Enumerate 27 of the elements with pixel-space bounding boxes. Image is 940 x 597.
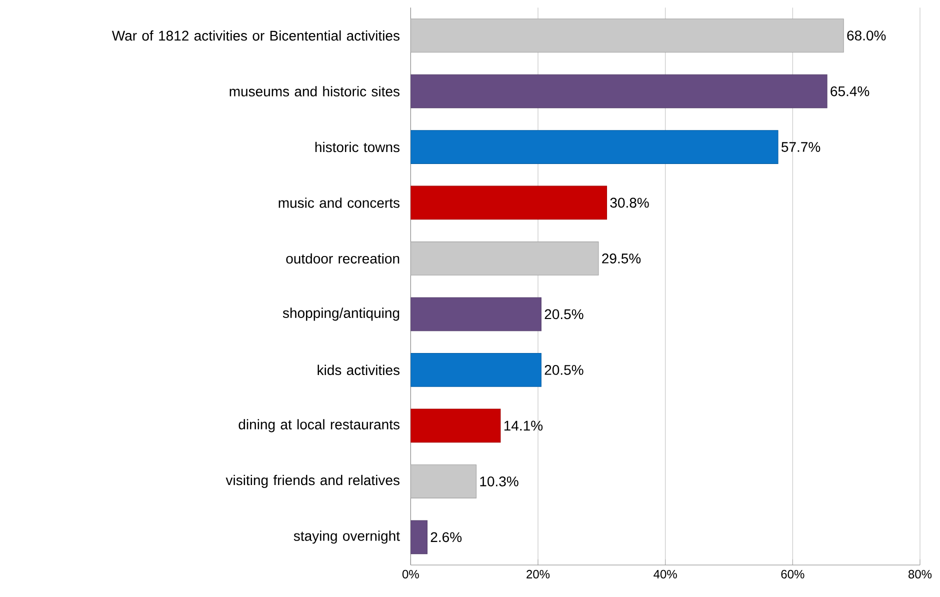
y-tick-label: shopping/antiquing <box>282 308 400 321</box>
data-label: 14.1% <box>504 420 543 431</box>
y-tick-label: museums and historic sites <box>230 86 400 96</box>
bar <box>410 297 542 332</box>
data-label: 29.5% <box>602 254 641 264</box>
data-label: 20.5% <box>544 364 584 375</box>
y-tick-label: dining at local restaurants <box>238 419 400 432</box>
data-label: 68.0% <box>847 30 886 41</box>
y-tick-label: music and concerts <box>278 198 400 208</box>
data-label: 57.7% <box>782 142 820 152</box>
x-tick-label: 20% <box>526 570 550 578</box>
y-tick-label: historic towns <box>315 142 400 152</box>
x-tick-label: 0% <box>402 570 419 578</box>
data-label: 65.4% <box>830 86 870 96</box>
x-tick-label: 60% <box>781 570 804 578</box>
y-tick-label: outdoor recreation <box>286 253 400 264</box>
data-label: 10.3% <box>480 476 518 486</box>
y-tick-label: War of 1812 activities or Bicentential activities <box>112 30 400 41</box>
x-tick-label: 80% <box>908 570 932 578</box>
data-label: 2.6% <box>430 532 462 542</box>
data-label: 30.8% <box>610 198 649 208</box>
x-tick-label: 40% <box>654 570 677 578</box>
data-label: 20.5% <box>544 309 584 320</box>
bar <box>410 130 778 164</box>
y-tick-label: visiting friends and relatives <box>226 474 400 488</box>
y-tick-label: staying overnight <box>294 530 400 544</box>
y-tick-label: kids activities <box>318 364 400 376</box>
